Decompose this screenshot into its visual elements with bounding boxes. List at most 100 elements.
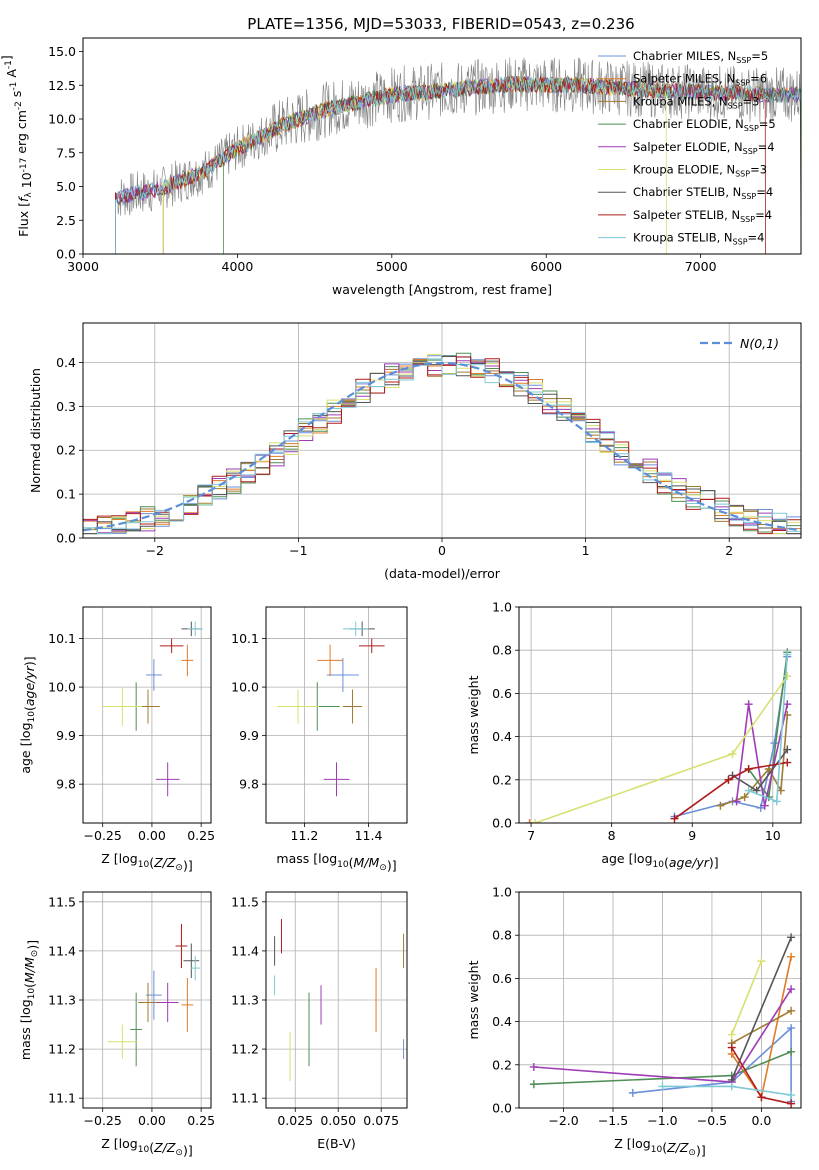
mass-weight-marker bbox=[772, 797, 781, 806]
label-part: Z [ bbox=[101, 1136, 118, 1151]
label-part: )] bbox=[696, 1143, 706, 1158]
gaussian-legend-label: N(0,1) bbox=[740, 336, 779, 351]
label-part: Flux [ bbox=[16, 202, 31, 237]
x-tick-label: −0.25 bbox=[84, 828, 122, 843]
x-tick-label: −2.0 bbox=[548, 1113, 578, 1128]
label-part: 10 bbox=[337, 860, 349, 870]
mass-weight-marker bbox=[724, 775, 733, 784]
mass-weight-marker bbox=[529, 1062, 538, 1071]
plot-area bbox=[277, 621, 385, 797]
legend-count: =4 bbox=[755, 208, 772, 222]
mass-weight-marker bbox=[770, 739, 779, 748]
legend-name: Chabrier STELIB, N bbox=[633, 185, 741, 199]
label-part: 10 bbox=[651, 1145, 663, 1155]
x-tick-label: 0.00 bbox=[138, 1113, 166, 1128]
mass-weight-marker bbox=[787, 1099, 796, 1108]
x-tick-label: −0.5 bbox=[697, 1113, 727, 1128]
y-tick-label: 11.2 bbox=[231, 1042, 259, 1057]
x-tick-label: 0.050 bbox=[320, 1113, 356, 1128]
mass-weight-marker bbox=[727, 1030, 736, 1039]
label-part: cm bbox=[14, 110, 29, 129]
y-tick-label: 0.8 bbox=[492, 928, 512, 943]
y-tick-label: 9.8 bbox=[56, 777, 76, 792]
mass-weight-marker bbox=[728, 749, 737, 758]
mass-weight-marker bbox=[740, 793, 749, 802]
label-part: ( bbox=[149, 855, 154, 870]
mass-weight-marker bbox=[760, 801, 769, 810]
legend-name: Chabrier MILES, N bbox=[633, 49, 736, 63]
legend-entry: Salpeter MILES, NSSP=6 bbox=[633, 72, 767, 88]
mass-weight-line bbox=[730, 960, 763, 1035]
y-axis-label: age [log10(age/yr)] bbox=[18, 656, 37, 773]
model-spectrum-line bbox=[162, 75, 668, 254]
grid-lines bbox=[519, 891, 801, 1109]
label-part: )] bbox=[183, 1143, 193, 1158]
x-axis-label: Z [log10(Z/Z⊙)] bbox=[614, 1136, 705, 1158]
label-part: E(B-V) bbox=[317, 1136, 356, 1151]
mass-weight-marker bbox=[787, 933, 796, 942]
label-part: log bbox=[119, 851, 138, 866]
mass-weight-marker bbox=[787, 1006, 796, 1015]
plot-area bbox=[525, 648, 792, 823]
label-part: 10 bbox=[27, 988, 37, 1000]
label-part: ( bbox=[662, 1140, 667, 1155]
y-axis-label: Flux [fλ 10-17 erg cm-2 s-1 A-1] bbox=[0, 55, 34, 237]
legend-count: =3 bbox=[743, 94, 760, 108]
y-tick-label: 0.0 bbox=[56, 247, 76, 262]
legend-name: Kroupa STELIB, N bbox=[633, 231, 733, 245]
x-tick-label: 4000 bbox=[222, 259, 254, 274]
y-tick-label: 11.4 bbox=[231, 943, 259, 958]
plot-area bbox=[529, 933, 796, 1108]
label-part: 10 bbox=[653, 860, 665, 870]
legend-entry: Kroupa ELODIE, NSSP=3 bbox=[633, 163, 767, 179]
y-tick-label: 2.5 bbox=[56, 213, 76, 228]
y-tick-label: 0.4 bbox=[492, 729, 512, 744]
x-tick-label: 5000 bbox=[376, 259, 408, 274]
mass-weight-marker bbox=[744, 765, 753, 773]
y-tick-label: 10.1 bbox=[231, 631, 259, 646]
label-part: log bbox=[18, 999, 33, 1018]
x-tick-label: 2 bbox=[725, 543, 733, 558]
y-tick-label: 10.1 bbox=[48, 631, 76, 646]
mass-weight-marker bbox=[783, 758, 792, 767]
x-tick-label: 0.25 bbox=[187, 1113, 215, 1128]
mass-weight-marker bbox=[525, 819, 534, 823]
model-spectrum-line bbox=[114, 76, 801, 254]
plot-area bbox=[274, 919, 405, 1081]
x-tick-label: 0.25 bbox=[187, 828, 215, 843]
label-part: Z/Z bbox=[153, 855, 176, 870]
plot-area bbox=[114, 57, 801, 254]
label-part: ( bbox=[149, 1140, 154, 1155]
y-tick-label: 11.1 bbox=[231, 1091, 259, 1106]
gaussian-curve bbox=[83, 361, 801, 532]
legend-entry: Salpeter ELODIE, NSSP=4 bbox=[633, 140, 775, 156]
label-part: f bbox=[16, 196, 31, 202]
mass-weight-line bbox=[674, 761, 788, 820]
y-tick-label: 11.3 bbox=[48, 993, 76, 1008]
label-part: 10 bbox=[138, 860, 150, 870]
figure-title: PLATE=1356, MJD=53033, FIBERID=0543, z=0… bbox=[247, 15, 634, 33]
grid-lines bbox=[266, 607, 407, 823]
mass-weight-marker bbox=[756, 803, 765, 812]
legend-sub: SSP bbox=[743, 147, 758, 156]
y-tick-label: 0.1 bbox=[56, 487, 76, 502]
mass-weight-marker bbox=[529, 1080, 538, 1089]
mass-weight-line bbox=[730, 937, 792, 1081]
x-axis-label: age [log10(age/yr)] bbox=[601, 851, 718, 870]
age-vs-mass-panel: 11.2 11.4 9.8 9.9 10.0 10.1 mass [log10(M/M⊙)] bbox=[231, 606, 408, 873]
y-tick-label: 5.0 bbox=[56, 179, 76, 194]
label-part: log bbox=[318, 851, 337, 866]
mass-weight-marker bbox=[787, 1091, 796, 1100]
y-tick-label: 12.5 bbox=[48, 78, 76, 93]
x-tick-label: 0 bbox=[438, 543, 446, 558]
y-tick-label: 0.8 bbox=[492, 643, 512, 658]
mass-weight-marker bbox=[744, 700, 753, 709]
legend-entry: Kroupa STELIB, NSSP=4 bbox=[633, 231, 764, 247]
mass-weight-marker bbox=[744, 786, 753, 795]
x-tick-label: 7000 bbox=[685, 259, 717, 274]
label-part: log bbox=[18, 722, 33, 741]
y-axis-label: mass [log10(M/M⊙)] bbox=[18, 940, 40, 1060]
x-axis-label: (data-model)/error bbox=[384, 566, 501, 581]
legend-name: Salpeter STELIB, N bbox=[633, 208, 740, 222]
